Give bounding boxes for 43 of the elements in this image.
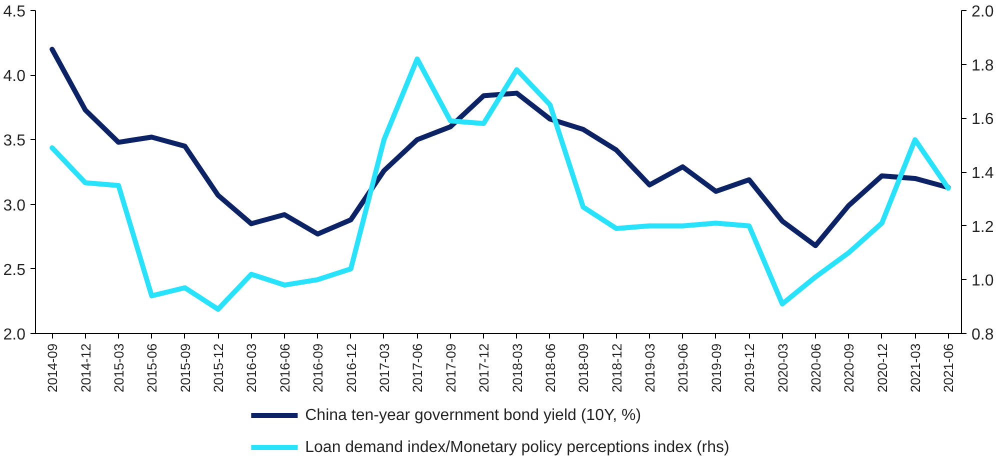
x-tick-label: 2017-12 xyxy=(476,343,492,392)
x-tick-label: 2015-09 xyxy=(178,343,193,392)
x-tick-label: 2020-03 xyxy=(775,343,790,392)
x-tick-label: 2014-12 xyxy=(78,343,94,392)
x-tick-label: 2014-09 xyxy=(45,343,60,392)
legend-label: China ten-year government bond yield (10Y, %) xyxy=(305,407,642,424)
x-tick-label: 2015-12 xyxy=(211,343,226,392)
y-tick-label: 4.5 xyxy=(3,4,26,20)
y2-tick-label: 1.6 xyxy=(972,111,994,128)
x-tick-label: 2016-09 xyxy=(310,343,326,392)
y2-tick-label: 1.2 xyxy=(972,218,994,236)
x-tick-label: 2017-09 xyxy=(443,343,458,392)
x-tick-label: 2019-03 xyxy=(642,343,658,392)
x-tick-label: 2018-12 xyxy=(609,343,624,392)
x-tick-label: 2015-03 xyxy=(111,343,126,392)
x-tick-label: 2018-03 xyxy=(510,343,525,392)
x-tick-label: 2016-03 xyxy=(244,343,260,392)
x-tick-label: 2020-06 xyxy=(808,343,824,392)
x-tick-label: 2019-06 xyxy=(676,343,691,392)
y-tick-label: 3.5 xyxy=(3,132,26,150)
x-tick-label: 2020-09 xyxy=(842,343,857,392)
x-tick-label: 2021-06 xyxy=(941,343,956,392)
y-tick-label: 4.0 xyxy=(3,68,26,86)
x-tick-label: 2019-12 xyxy=(742,343,758,392)
x-tick-label: 2015-06 xyxy=(144,343,160,392)
x-tick-label: 2018-06 xyxy=(542,343,558,392)
y2-tick-label: 1.8 xyxy=(972,57,994,74)
y-tick-label: 2.5 xyxy=(3,262,26,279)
y-tick-label: 3.0 xyxy=(3,197,26,214)
legend-label: Loan demand index/Monetary policy perceptions index (rhs) xyxy=(305,439,730,456)
x-tick-label: 2016-06 xyxy=(277,343,292,392)
y-tick-label: 2.0 xyxy=(3,326,26,344)
y2-tick-label: 1.4 xyxy=(972,165,994,182)
x-tick-label: 2018-09 xyxy=(576,343,592,392)
x-tick-label: 2017-06 xyxy=(410,343,426,392)
x-tick-label: 2016-12 xyxy=(344,343,359,392)
x-tick-label: 2021-03 xyxy=(908,343,924,392)
y2-tick-label: 0.8 xyxy=(972,326,994,344)
x-tick-label: 2017-03 xyxy=(376,343,392,392)
y2-tick-label: 1.0 xyxy=(972,272,994,290)
x-tick-label: 2020-12 xyxy=(874,343,890,392)
y2-tick-label: 2.0 xyxy=(972,4,994,20)
x-tick-label: 2019-09 xyxy=(708,343,724,392)
